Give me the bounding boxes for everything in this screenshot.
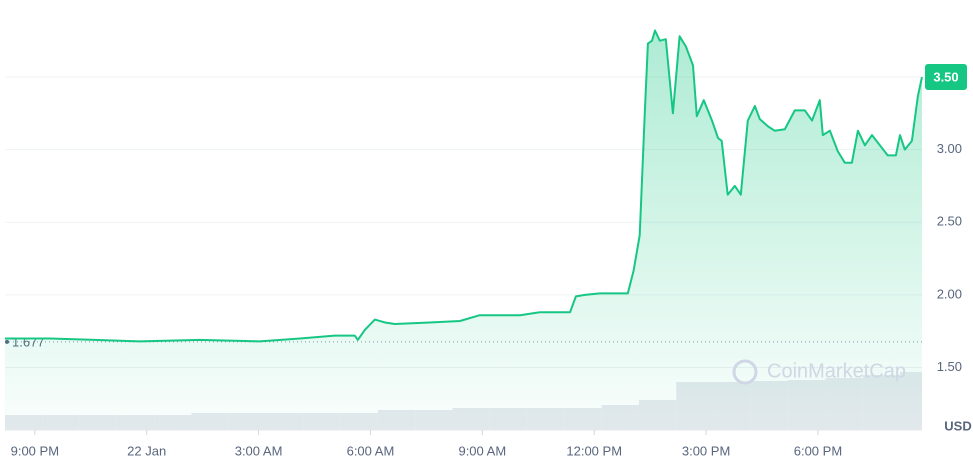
x-tick-label: 3:00 AM — [235, 443, 283, 458]
area-fill — [5, 30, 922, 430]
last-price-label: 3.50 — [933, 69, 958, 84]
x-tick-label: 22 Jan — [127, 443, 166, 458]
watermark: CoinMarketCap — [732, 359, 906, 385]
currency-label: USD — [944, 418, 971, 433]
x-tick-label: 12:00 PM — [566, 443, 622, 458]
y-tick-label: 2.00 — [937, 286, 962, 301]
last-price-badge — [925, 63, 967, 90]
x-tick-label: 9:00 AM — [458, 443, 506, 458]
x-tick-label: 6:00 PM — [794, 443, 842, 458]
price-line — [5, 29, 923, 343]
watermark-logo — [732, 359, 758, 385]
y-tick-label: 3.00 — [937, 141, 962, 156]
x-tick-label: 3:00 PM — [682, 443, 730, 458]
y-tick-label: 2.50 — [937, 214, 962, 229]
y-tick-label: 1.50 — [937, 359, 962, 374]
x-tick-label: 9:00 PM — [11, 443, 59, 458]
watermark-text: CoinMarketCap — [767, 360, 906, 382]
x-tick-label: 6:00 AM — [347, 443, 395, 458]
